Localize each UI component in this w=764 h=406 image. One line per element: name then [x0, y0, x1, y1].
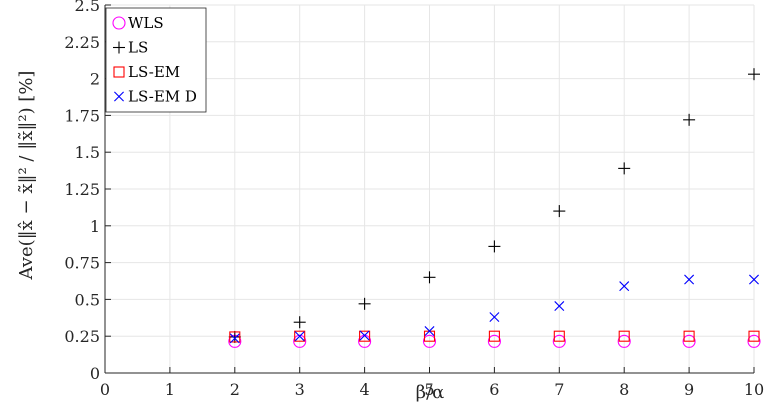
legend-item-ls-em-d: LS-EM D — [114, 88, 197, 106]
x-tick-label: 7 — [554, 380, 564, 399]
legend: WLS LS LS-EM LS-EM D — [105, 7, 207, 113]
point-ls-em-d — [359, 330, 370, 341]
point-wls — [747, 334, 761, 348]
x-tick-label: 8 — [619, 380, 629, 399]
y-tick-label: 2.5 — [75, 0, 100, 15]
legend-item-wls: WLS — [112, 14, 164, 32]
point-ls-em — [294, 330, 306, 342]
point-ls-em-d — [554, 301, 565, 312]
point-ls-em — [553, 330, 565, 342]
point-ls — [423, 271, 436, 284]
point-wls — [617, 334, 631, 348]
point-ls — [228, 330, 241, 343]
point-wls — [422, 334, 437, 348]
x-tick-label: 10 — [744, 380, 764, 399]
series-ls — [228, 68, 760, 343]
point-ls-em-d — [229, 333, 240, 344]
point-ls — [683, 113, 696, 126]
point-ls-em — [683, 330, 695, 342]
point-ls — [358, 297, 371, 310]
point-ls-em — [488, 330, 500, 342]
point-ls-em-d — [489, 312, 500, 323]
point-wls — [552, 334, 566, 348]
point-ls-em — [748, 330, 760, 342]
x-tick-label: 1 — [165, 380, 175, 399]
legend-item-ls-em: LS-EM — [113, 63, 180, 81]
y-tick-label: 2.25 — [64, 33, 100, 52]
legend-item-ls: LS — [113, 39, 148, 57]
legend-marker-ls — [113, 41, 125, 54]
point-ls — [488, 240, 501, 253]
point-ls-em — [229, 331, 241, 343]
legend-label-ls: LS — [128, 39, 148, 57]
point-ls — [748, 68, 760, 81]
series-wls — [228, 334, 761, 348]
point-ls — [553, 205, 566, 218]
y-tick-label: 1.5 — [75, 143, 100, 162]
x-tick-label: 6 — [489, 380, 499, 399]
legend-label-ls-em-d: LS-EM D — [128, 88, 197, 106]
y-tick-label: 1.25 — [64, 180, 100, 199]
x-tick-label: 9 — [684, 380, 694, 399]
point-ls-em — [359, 330, 371, 342]
legend-marker-wls — [112, 16, 126, 30]
y-tick-label: 0.5 — [75, 290, 100, 309]
legend-marker-ls-em-d — [114, 91, 124, 102]
legend-marker-ls-em — [113, 66, 125, 78]
point-ls-em-d — [619, 281, 630, 292]
point-ls-em-d — [684, 274, 695, 285]
data-marks — [228, 68, 761, 348]
y-tick-label: 0 — [90, 364, 100, 383]
legend-label-wls: WLS — [128, 14, 164, 32]
point-ls-em-d — [424, 326, 435, 337]
point-ls — [618, 162, 631, 175]
y-tick-label: 2 — [90, 70, 100, 89]
y-axis-label: Ave(‖x̂ − x̃‖² / ‖x̃‖²) [%] — [16, 71, 37, 281]
point-ls-em — [618, 330, 630, 342]
series-ls-em-d — [229, 274, 759, 344]
point-ls-em-d — [749, 274, 759, 285]
legend-label-ls-em: LS-EM — [128, 63, 180, 81]
y-tick-label: 0.75 — [64, 254, 100, 273]
x-tick-label: 0 — [100, 380, 110, 399]
point-ls-em-d — [294, 331, 305, 342]
point-wls — [487, 334, 501, 348]
series-ls-em — [229, 330, 760, 343]
svg-text:Ave(‖x̂ − x̃‖² / ‖x̃‖²) [%]: Ave(‖x̂ − x̃‖² / ‖x̃‖²) [%] — [16, 71, 37, 281]
x-tick-label: 4 — [360, 380, 370, 399]
point-ls — [293, 316, 306, 329]
y-tick-label: 0.25 — [64, 327, 100, 346]
x-tick-label: 3 — [295, 380, 305, 399]
legend-box — [105, 7, 207, 113]
x-tick-label: 2 — [230, 380, 240, 399]
x-tick-label: 5 — [424, 380, 434, 399]
y-tick-label: 1.75 — [64, 106, 100, 125]
tick-labels: 0 1 2 3 4 5 6 7 8 9 10 0 0.25 0.5 0.75 1 1.25 1.5 1.75 2 2.2… — [64, 0, 764, 399]
x-axis-label: β/α — [416, 382, 445, 403]
y-tick-label: 1 — [90, 217, 100, 236]
point-wls — [682, 334, 696, 348]
point-wls — [293, 334, 307, 348]
